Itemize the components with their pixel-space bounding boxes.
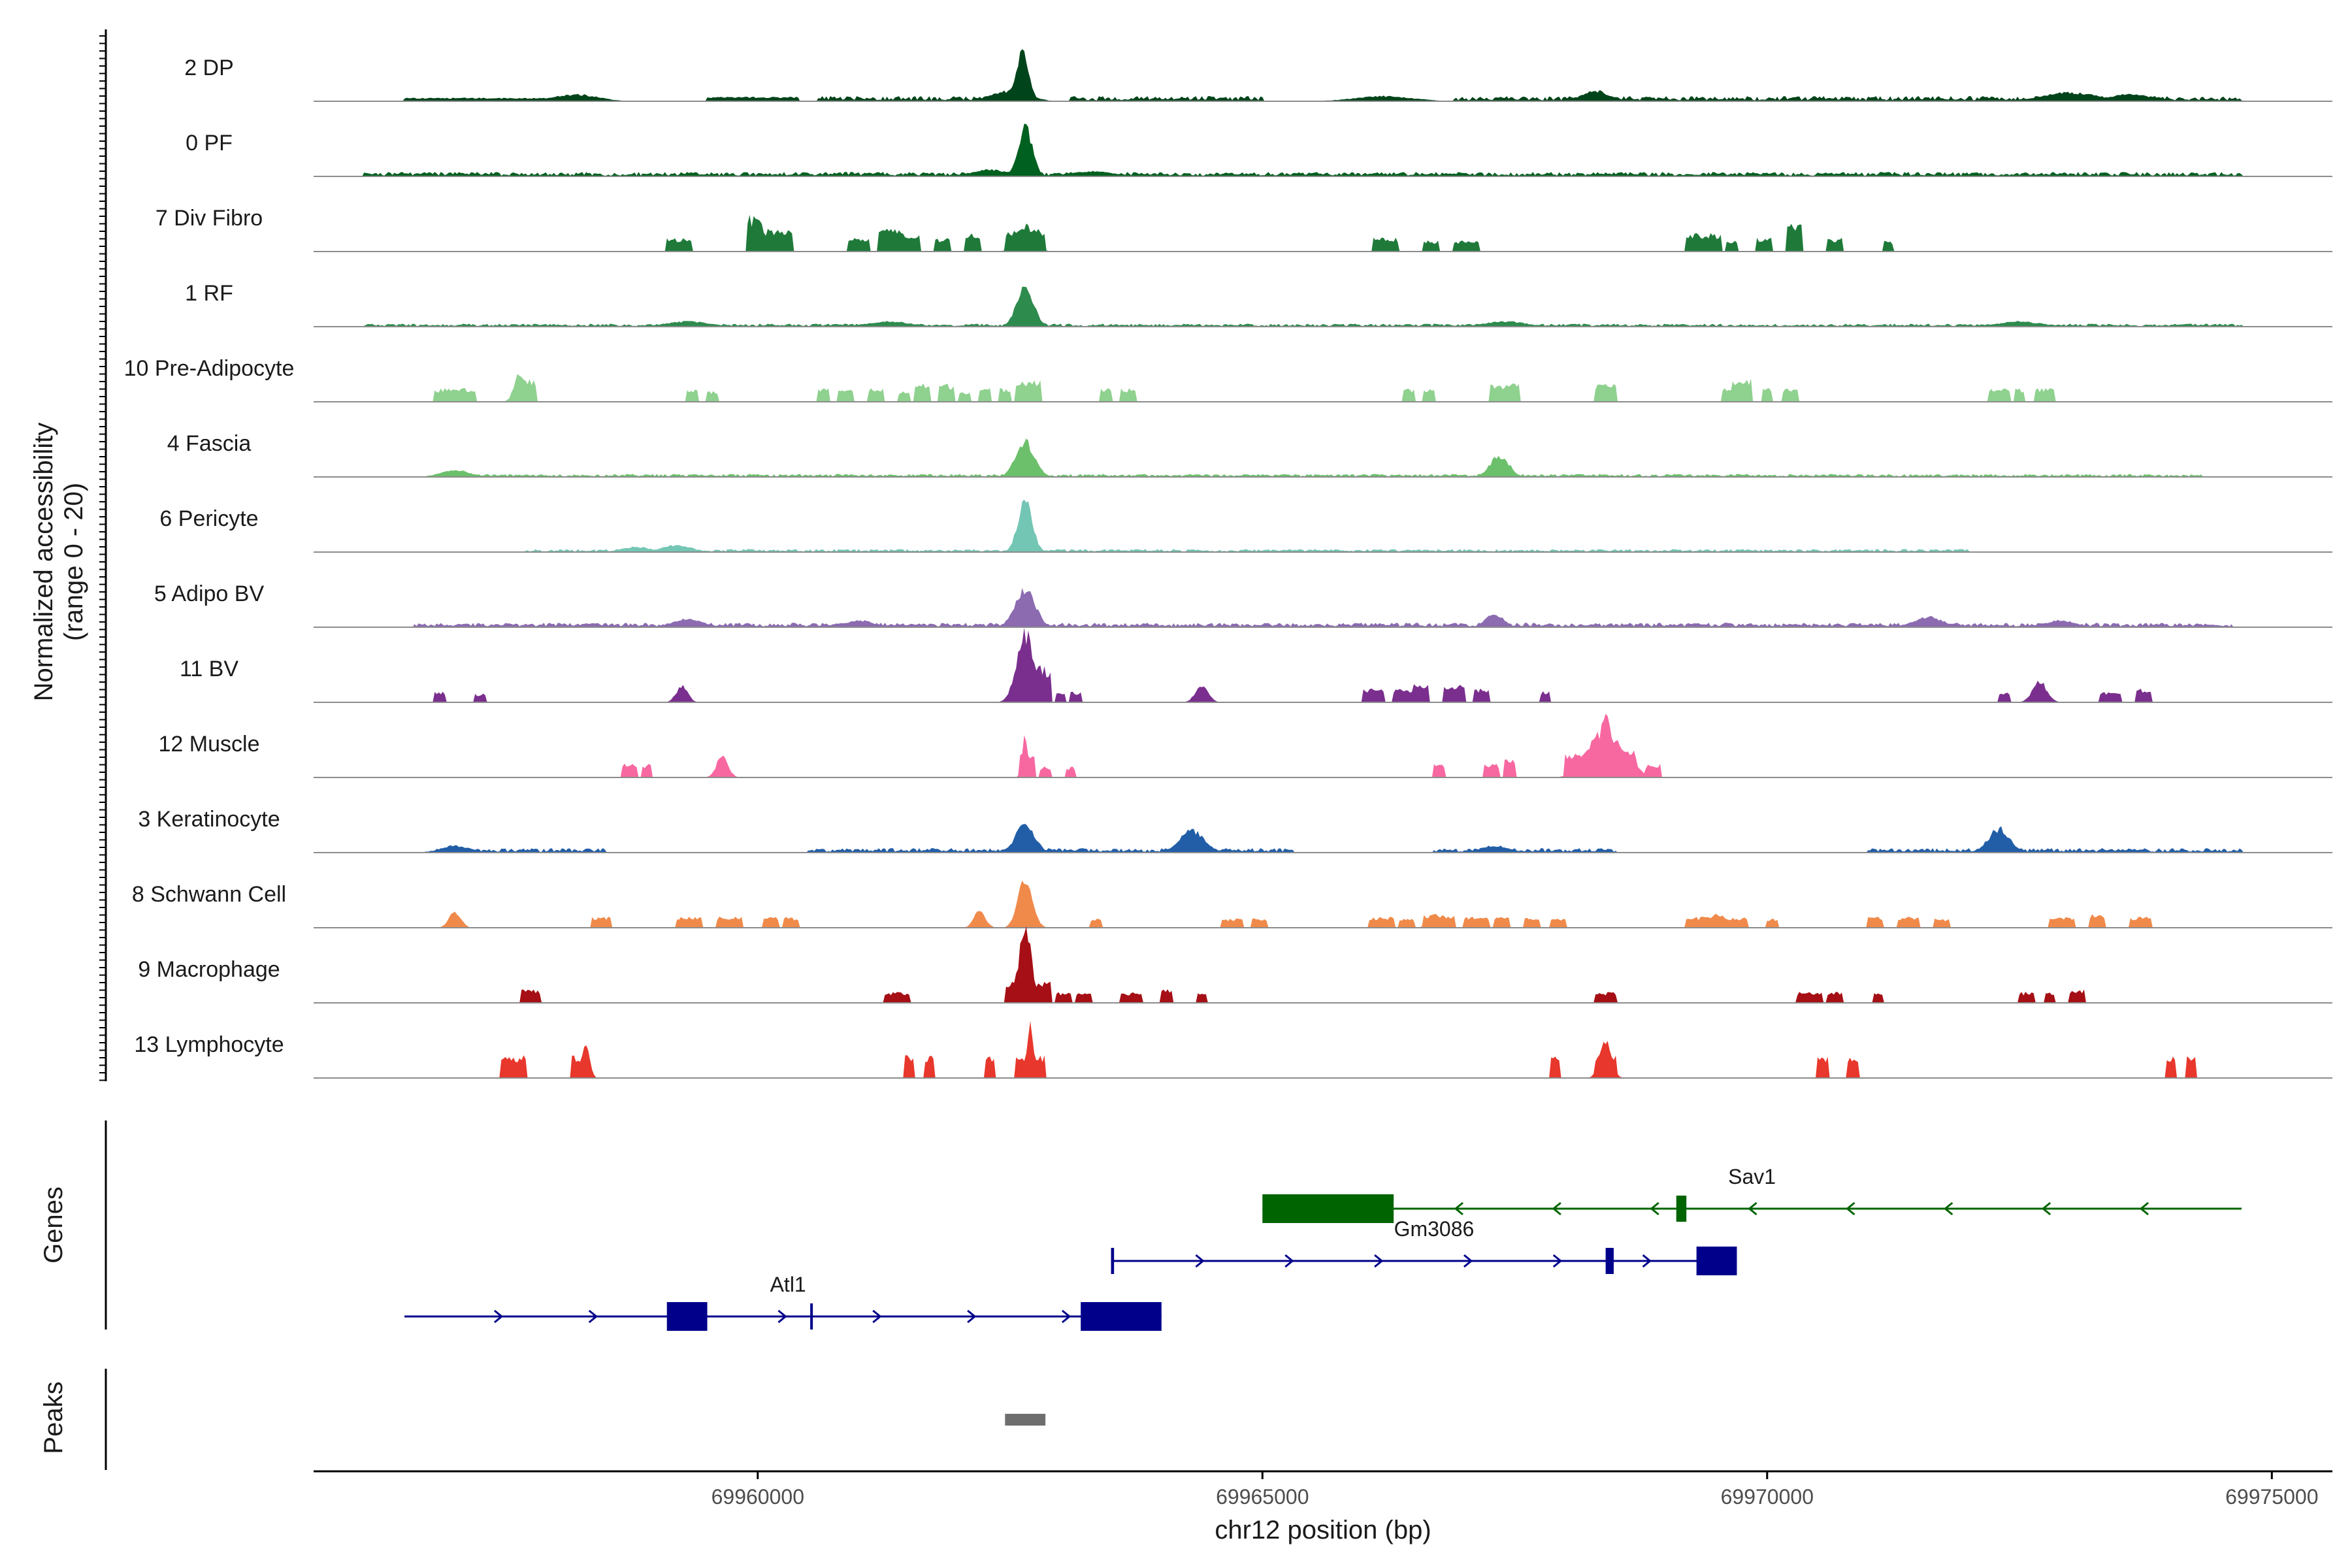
- coverage-area: [314, 214, 2332, 252]
- track-label: 1 RF: [185, 281, 233, 306]
- coverage-area: [314, 880, 2332, 928]
- track-label: 4 Fascia: [167, 431, 252, 456]
- coverage-area: [314, 286, 2332, 327]
- peak-track: [105, 1369, 1046, 1470]
- coverage-area: [314, 49, 2332, 101]
- track-4-fascia: 4 Fascia: [167, 431, 2332, 478]
- track-label: 6 Pericyte: [159, 506, 258, 531]
- strand-arrow: [1374, 1254, 1384, 1268]
- track-0-pf: 0 PF: [186, 123, 2332, 177]
- strand-arrow: [1642, 1254, 1652, 1268]
- track-8-schwann-cell: 8 Schwann Cell: [132, 880, 2332, 928]
- exon: [1696, 1247, 1737, 1275]
- track-label: 7 Div Fibro: [155, 206, 263, 231]
- track-label: 13 Lymphocyte: [134, 1032, 284, 1057]
- track-2-dp: 2 DP: [184, 49, 2332, 102]
- strand-arrow: [1748, 1201, 1757, 1216]
- exon: [666, 1302, 708, 1331]
- track-1-rf: 1 RF: [185, 281, 2332, 327]
- strand-arrow: [1062, 1309, 1071, 1324]
- x-tick-label: 69965000: [1216, 1485, 1309, 1509]
- track-13-lymphocyte: 13 Lymphocyte: [134, 1021, 2332, 1079]
- y-axis-title: Normalized accessibility(range 0 - 20): [29, 423, 88, 702]
- track-11-bv: 11 BV: [180, 627, 2332, 703]
- coverage-area: [314, 926, 2332, 1003]
- strand-arrow: [1284, 1254, 1294, 1268]
- exon: [1081, 1302, 1162, 1331]
- track-5-adipo-bv: 5 Adipo BV: [154, 581, 2332, 628]
- coverage-area: [314, 499, 2332, 552]
- strand-arrow: [872, 1309, 882, 1324]
- track-label: 10 Pre-Adipocyte: [124, 356, 295, 381]
- gene-track: Sav1 Gm3086 Atl1: [105, 1120, 2242, 1331]
- gene-atl1: Atl1: [404, 1273, 1162, 1331]
- peaks-panel-label: Peaks: [39, 1381, 68, 1454]
- accessibility-axis: [99, 29, 107, 1081]
- peak-region: [1005, 1414, 1046, 1426]
- coverage-area: [314, 587, 2332, 627]
- track-label: 11 BV: [180, 657, 238, 681]
- gene-sav1: Sav1: [1262, 1165, 2242, 1223]
- strand-arrow: [967, 1309, 977, 1324]
- strand-arrow: [1552, 1254, 1563, 1268]
- coverage-area: [314, 627, 2332, 702]
- strand-arrow: [1846, 1201, 1855, 1216]
- track-label: 8 Schwann Cell: [132, 882, 286, 907]
- genes-panel-label: Genes: [39, 1186, 68, 1264]
- strand-arrow: [1463, 1254, 1473, 1268]
- track-6-pericyte: 6 Pericyte: [159, 499, 2332, 553]
- coverage-area: [314, 1021, 2332, 1078]
- strand-arrow: [1650, 1201, 1659, 1216]
- coverage-area: [314, 713, 2332, 777]
- strand-arrow: [493, 1309, 504, 1324]
- exon: [1111, 1248, 1115, 1274]
- gene-gm3086: Gm3086: [1111, 1217, 1737, 1275]
- track-label: 9 Macrophage: [138, 957, 280, 982]
- strand-arrow: [777, 1309, 787, 1324]
- x-tick-label: 69960000: [711, 1485, 804, 1509]
- gene-label: Sav1: [1728, 1165, 1776, 1188]
- x-axis: 69960000 69965000 69970000 69975000: [314, 1470, 2332, 1509]
- exon: [810, 1303, 813, 1330]
- x-axis-title: chr12 position (bp): [1215, 1516, 1431, 1544]
- coverage-area: [314, 824, 2332, 853]
- track-label: 5 Adipo BV: [154, 581, 265, 606]
- strand-arrow: [1195, 1254, 1205, 1268]
- x-tick-label: 69975000: [2225, 1485, 2318, 1509]
- track-label: 3 Keratinocyte: [138, 807, 280, 832]
- strand-arrow: [588, 1309, 598, 1324]
- track-label: 0 PF: [186, 131, 233, 155]
- strand-arrow: [2139, 1201, 2149, 1216]
- track-label: 2 DP: [184, 56, 234, 80]
- track-9-macrophage: 9 Macrophage: [138, 926, 2332, 1004]
- strand-arrow: [1454, 1201, 1463, 1216]
- track-12-muscle: 12 Muscle: [159, 713, 2332, 778]
- exon: [1605, 1248, 1614, 1274]
- coverage-area: [314, 374, 2332, 402]
- strand-arrow: [1943, 1201, 1953, 1216]
- track-10-pre-adipocyte: 10 Pre-Adipocyte: [124, 356, 2332, 402]
- coverage-tracks: 2 DP 0 PF 7 Div Fibro 1 RF 10 Pre-Adipocyte 4…: [124, 49, 2332, 1079]
- gene-label: Gm3086: [1394, 1217, 1475, 1241]
- x-tick-label: 69970000: [1721, 1485, 1814, 1509]
- coverage-area: [314, 123, 2332, 176]
- coverage-area: [314, 438, 2332, 477]
- track-label: 12 Muscle: [159, 732, 260, 757]
- gene-label: Atl1: [770, 1273, 806, 1296]
- track-3-keratinocyte: 3 Keratinocyte: [138, 807, 2332, 853]
- strand-arrow: [2041, 1201, 2051, 1216]
- strand-arrow: [1552, 1201, 1561, 1216]
- exon: [1676, 1196, 1687, 1222]
- track-7-div-fibro: 7 Div Fibro: [155, 206, 2332, 252]
- exon: [1262, 1194, 1394, 1223]
